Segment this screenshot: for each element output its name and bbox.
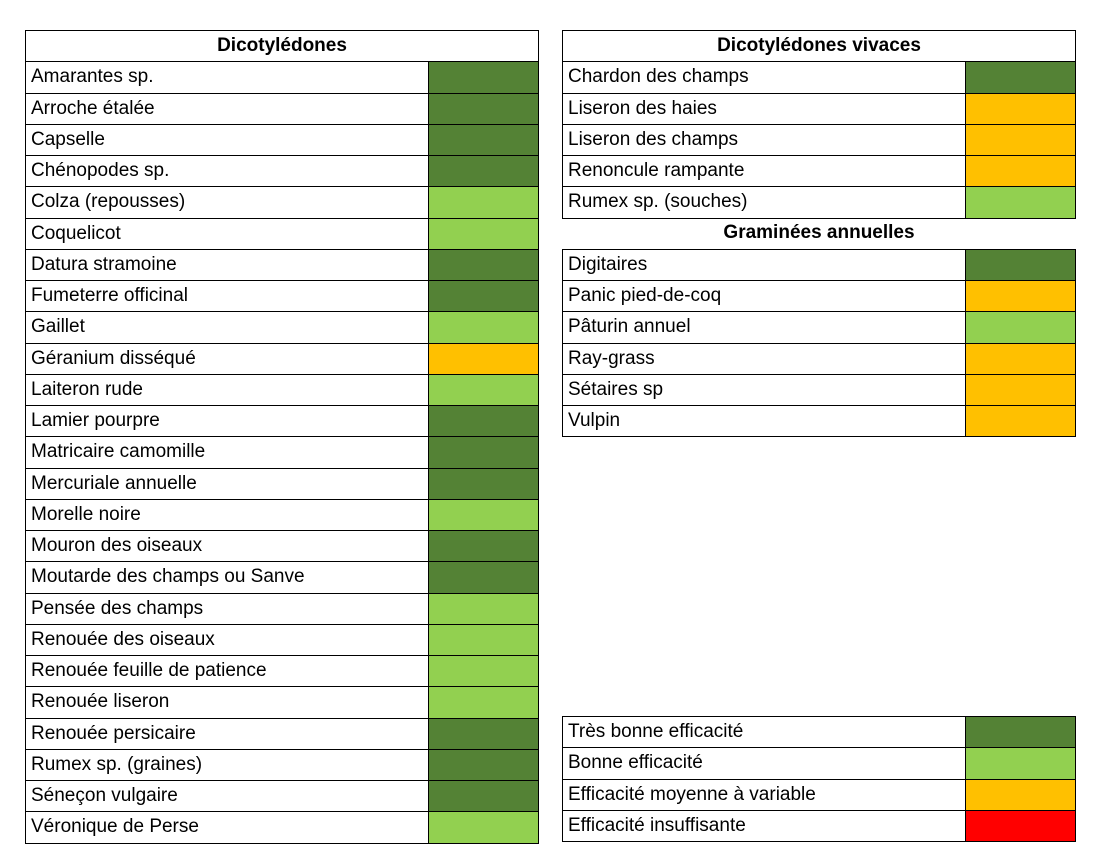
rating-cell <box>428 436 539 469</box>
row-label: Efficacité insuffisante <box>562 809 966 842</box>
rating-cell <box>428 623 539 656</box>
rating-cell <box>428 748 539 781</box>
row-label: Colza (repousses) <box>25 186 429 219</box>
rating-cell <box>965 280 1076 313</box>
row-label: Capselle <box>25 123 429 156</box>
rating-cell <box>965 342 1076 375</box>
row-label: Rumex sp. (graines) <box>25 748 429 781</box>
row-label: Renouée liseron <box>25 686 429 719</box>
row-label: Renouée feuille de patience <box>25 655 429 688</box>
rating-cell <box>428 530 539 563</box>
row-label: Morelle noire <box>25 498 429 531</box>
row-label: Mouron des oiseaux <box>25 530 429 563</box>
table-header: Dicotylédones <box>25 30 539 63</box>
row-label: Coquelicot <box>25 217 429 250</box>
row-label: Amarantes sp. <box>25 61 429 94</box>
rating-cell <box>965 809 1076 842</box>
rating-cell <box>428 217 539 250</box>
rating-cell <box>965 778 1076 811</box>
row-label: Renoncule rampante <box>562 155 966 188</box>
row-label: Efficacité moyenne à variable <box>562 778 966 811</box>
row-label: Chardon des champs <box>562 61 966 94</box>
row-label: Liseron des haies <box>562 92 966 125</box>
rating-cell <box>428 373 539 406</box>
row-label: Panic pied-de-coq <box>562 280 966 313</box>
row-label: Chénopodes sp. <box>25 155 429 188</box>
rating-cell <box>965 92 1076 125</box>
rating-cell <box>965 186 1076 219</box>
rating-cell <box>428 655 539 688</box>
rating-cell <box>428 717 539 750</box>
rating-cell <box>428 405 539 438</box>
row-label: Très bonne efficacité <box>562 716 966 749</box>
row-label: Véronique de Perse <box>25 811 429 844</box>
table-header: Graminées annuelles <box>723 221 915 243</box>
rating-cell <box>965 373 1076 406</box>
row-label: Vulpin <box>562 405 966 438</box>
row-label: Arroche étalée <box>25 92 429 125</box>
rating-cell <box>428 155 539 188</box>
rating-cell <box>965 311 1076 344</box>
rating-cell <box>428 123 539 156</box>
row-label: Renouée persicaire <box>25 717 429 750</box>
rating-cell <box>428 248 539 281</box>
row-label: Liseron des champs <box>562 123 966 156</box>
rating-cell <box>428 342 539 375</box>
row-label: Bonne efficacité <box>562 747 966 780</box>
rating-cell <box>428 498 539 531</box>
rating-cell <box>428 92 539 125</box>
row-label: Géranium disséqué <box>25 342 429 375</box>
rating-cell <box>428 592 539 625</box>
row-label: Ray-grass <box>562 342 966 375</box>
row-label: Renouée des oiseaux <box>25 623 429 656</box>
row-label: Sétaires sp <box>562 373 966 406</box>
rating-cell <box>428 561 539 594</box>
row-label: Laiteron rude <box>25 373 429 406</box>
rating-cell <box>965 123 1076 156</box>
rating-cell <box>965 248 1076 281</box>
row-label: Lamier pourpre <box>25 405 429 438</box>
row-label: Moutarde des champs ou Sanve <box>25 561 429 594</box>
rating-cell <box>428 811 539 844</box>
row-label: Matricaire camomille <box>25 436 429 469</box>
rating-cell <box>428 280 539 313</box>
row-label: Séneçon vulgaire <box>25 780 429 813</box>
row-label: Pensée des champs <box>25 592 429 625</box>
rating-cell <box>965 405 1076 438</box>
table-header: Dicotylédones vivaces <box>562 30 1076 63</box>
rating-cell <box>965 716 1076 749</box>
row-label: Fumeterre officinal <box>25 280 429 313</box>
rating-cell <box>428 311 539 344</box>
row-label: Rumex sp. (souches) <box>562 186 966 219</box>
rating-cell <box>428 467 539 500</box>
row-label: Pâturin annuel <box>562 311 966 344</box>
rating-cell <box>965 155 1076 188</box>
row-label: Mercuriale annuelle <box>25 467 429 500</box>
rating-cell <box>428 186 539 219</box>
rating-cell <box>965 61 1076 94</box>
rating-cell <box>965 747 1076 780</box>
rating-cell <box>428 686 539 719</box>
row-label: Digitaires <box>562 248 966 281</box>
rating-cell <box>428 780 539 813</box>
row-label: Gaillet <box>25 311 429 344</box>
row-label: Datura stramoine <box>25 248 429 281</box>
rating-cell <box>428 61 539 94</box>
